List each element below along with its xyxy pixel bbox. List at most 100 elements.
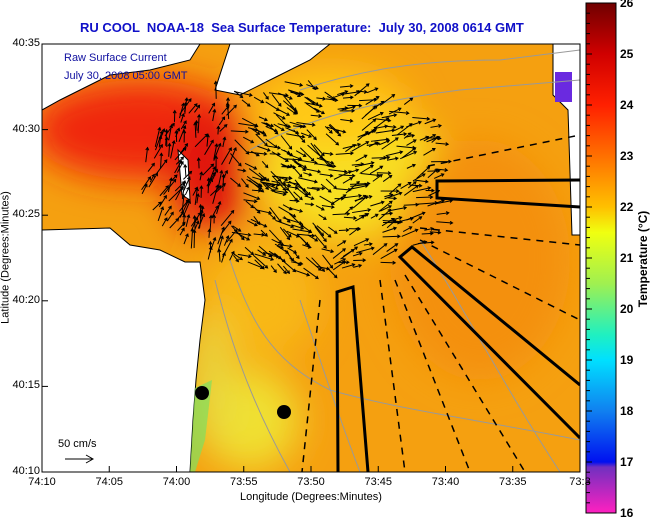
x-tick-label: 74:10 — [28, 476, 56, 488]
current-vector — [386, 156, 399, 161]
current-vector — [412, 116, 431, 121]
current-vector — [247, 151, 268, 156]
current-vector — [295, 150, 307, 157]
x-tick-label: 73:35 — [498, 476, 527, 488]
current-vector — [176, 160, 184, 173]
current-vector — [199, 171, 204, 181]
current-vector — [335, 151, 355, 156]
current-vector — [235, 232, 251, 241]
current-vector — [211, 236, 217, 249]
current-vector — [386, 219, 397, 229]
current-vector — [419, 135, 430, 141]
current-vector — [261, 181, 269, 190]
current-vector — [423, 134, 437, 142]
current-vector — [279, 226, 291, 241]
current-vector — [223, 235, 230, 246]
current-vector — [370, 200, 385, 207]
current-vector — [303, 267, 319, 280]
current-vector — [167, 142, 172, 157]
current-vector — [166, 211, 174, 222]
current-vector — [347, 103, 363, 108]
current-vector — [430, 123, 442, 128]
current-vector — [263, 122, 275, 128]
current-vector — [369, 165, 384, 175]
current-vector — [202, 163, 215, 176]
current-vector — [356, 246, 375, 254]
current-vector — [289, 257, 302, 266]
current-vector — [370, 213, 379, 219]
current-vector — [282, 265, 291, 275]
current-vector — [277, 123, 292, 129]
legend-current-label: Raw Surface Current — [64, 52, 167, 64]
current-vector — [298, 177, 318, 184]
current-vector — [403, 132, 412, 139]
current-vector — [416, 165, 431, 179]
current-vector — [333, 170, 352, 180]
current-vector — [251, 128, 261, 135]
colorbar-tick-label: 16 — [620, 506, 634, 518]
current-vector — [230, 129, 249, 134]
current-vector — [328, 124, 342, 137]
station-marker — [195, 386, 209, 400]
current-vector — [343, 216, 358, 220]
current-vector — [246, 220, 258, 227]
current-vector — [289, 121, 307, 129]
current-vector — [329, 123, 340, 134]
sampling-boxes — [335, 178, 580, 472]
current-vector — [178, 102, 185, 119]
current-vector — [361, 105, 377, 120]
current-vector — [292, 228, 313, 234]
current-vector — [253, 232, 266, 237]
colorbar-tick-label: 26 — [620, 0, 634, 10]
current-vector — [141, 183, 148, 195]
current-vector — [340, 249, 355, 260]
current-vector — [334, 196, 345, 201]
x-tick-label: 74:00 — [162, 476, 191, 488]
current-vector — [246, 175, 262, 187]
current-vector — [206, 177, 211, 194]
current-vector — [220, 209, 235, 226]
current-vector — [436, 220, 454, 225]
current-vector — [153, 143, 163, 159]
current-vector — [314, 226, 327, 243]
current-vector — [316, 96, 327, 101]
current-vector — [292, 159, 308, 169]
current-vector — [372, 174, 383, 182]
sst-field — [42, 44, 580, 472]
current-vector — [158, 194, 167, 208]
surface-current-vectors — [141, 80, 454, 280]
current-vector — [170, 139, 176, 159]
cool-patch — [555, 72, 572, 102]
current-vector — [342, 193, 363, 199]
current-vector — [340, 118, 354, 123]
current-vector — [339, 108, 356, 113]
current-vector — [175, 156, 185, 165]
current-vector — [278, 109, 291, 116]
current-vector — [282, 176, 293, 181]
current-vector — [269, 207, 282, 223]
box-south — [335, 285, 370, 472]
current-vector — [172, 109, 177, 122]
current-vector — [293, 191, 303, 201]
current-vector — [197, 113, 202, 134]
current-vector — [342, 177, 354, 184]
current-vector — [163, 178, 177, 195]
current-vector — [278, 243, 293, 249]
radial-lines — [301, 134, 580, 472]
current-vector — [164, 128, 169, 146]
colorbar-tick-label: 25 — [620, 47, 634, 61]
current-vector — [384, 191, 403, 200]
current-vector — [306, 129, 317, 141]
current-vector — [213, 80, 218, 99]
current-vector — [353, 263, 363, 268]
current-vector — [190, 227, 195, 249]
current-vector — [414, 179, 429, 184]
current-vector — [241, 178, 249, 188]
current-vector — [253, 254, 269, 269]
current-vector — [416, 195, 434, 200]
colorbar-tick-label: 19 — [620, 353, 634, 367]
current-vector — [197, 213, 206, 229]
current-vector — [174, 147, 187, 161]
current-vector — [274, 243, 284, 249]
